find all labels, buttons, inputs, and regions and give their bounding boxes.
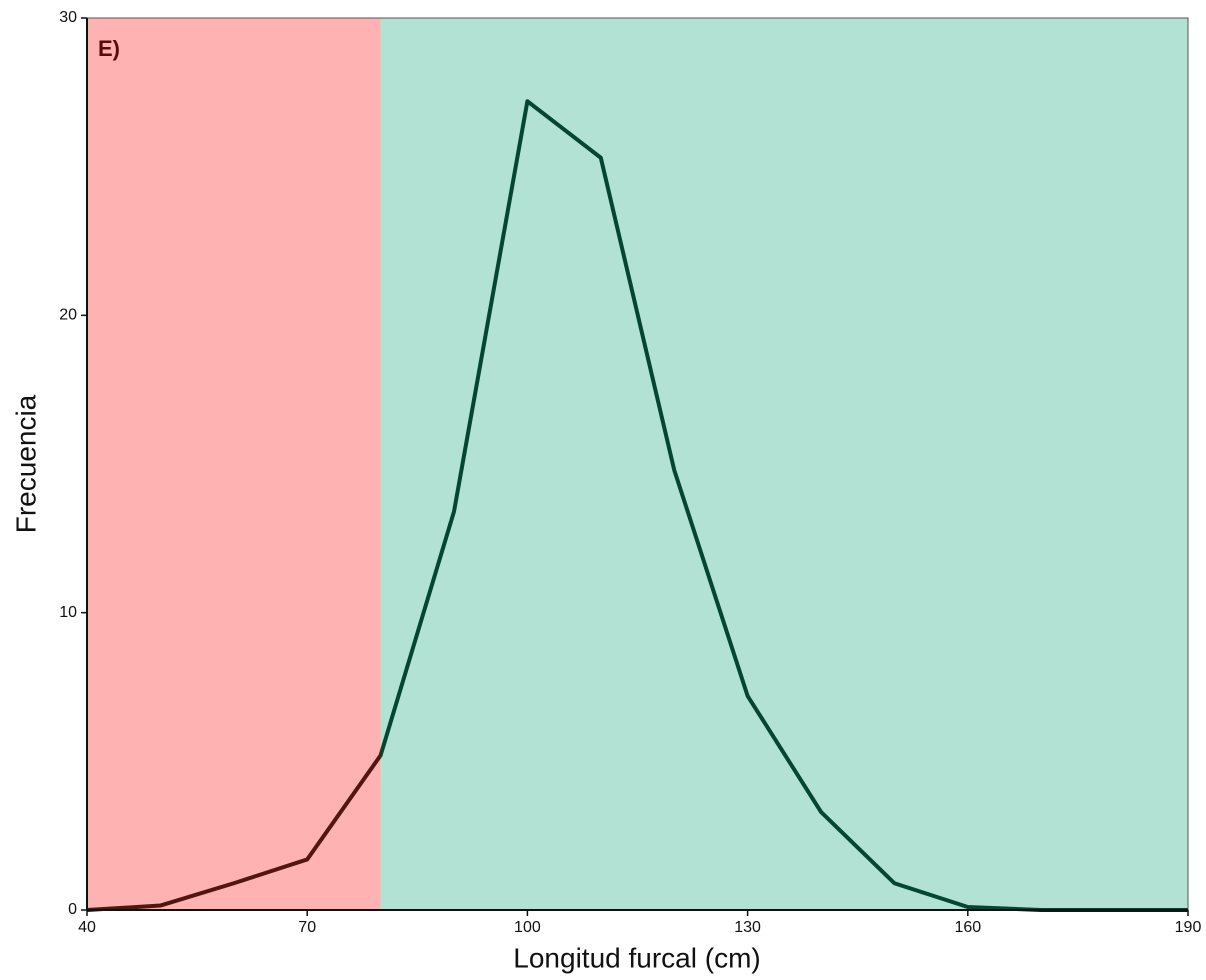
shaded-region [87,18,381,910]
data-line [86,99,1188,912]
y-tick-label: 10 [59,604,77,621]
x-axis-title: Longitud furcal (cm) [513,942,760,973]
x-tick-label: 160 [954,919,981,936]
y-tick-label: 30 [59,9,77,26]
x-tick-label: 100 [514,919,541,936]
y-axis-title: Frecuencia [10,394,41,533]
shaded-region [380,18,1189,910]
y-tick-label: 0 [68,901,77,918]
x-tick-label: 130 [734,919,761,936]
y-tick-label: 20 [59,307,77,324]
panel-label: E) [98,36,120,61]
x-tick-label: 40 [78,919,96,936]
x-tick-label: 70 [298,919,316,936]
x-tick-label: 190 [1175,919,1202,936]
